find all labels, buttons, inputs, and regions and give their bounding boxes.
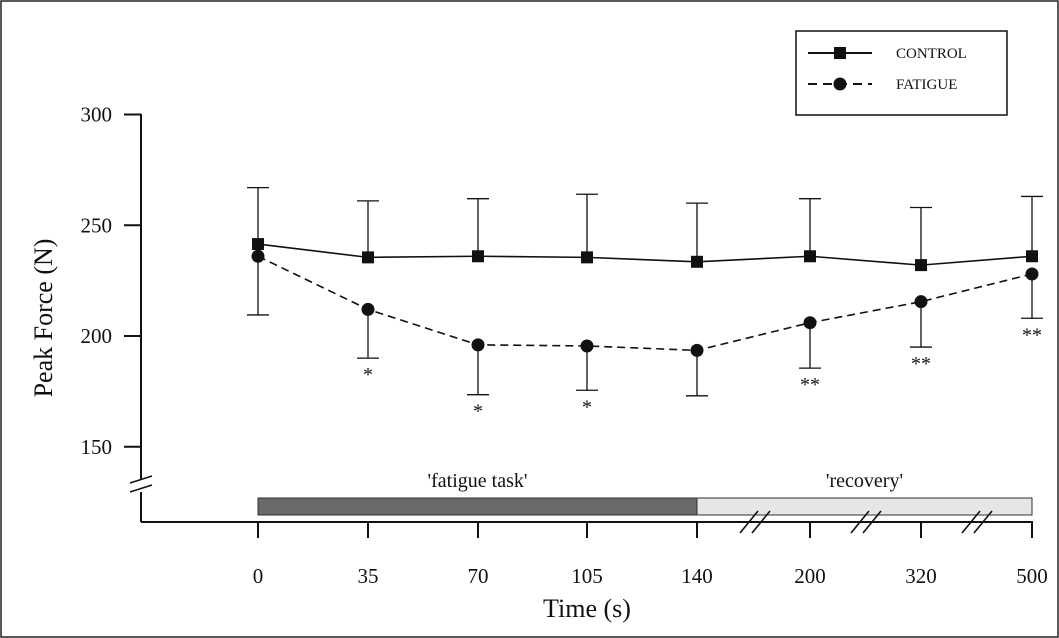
- y-tick-label: 300: [81, 103, 113, 127]
- x-axis-break-mark: [961, 510, 981, 534]
- x-tick-label: 140: [681, 564, 713, 588]
- y-ticks: 150 200 250 300: [81, 103, 141, 459]
- control-point: [581, 251, 593, 264]
- x-axis-title: Time (s): [543, 594, 631, 623]
- y-tick-label: 150: [81, 435, 113, 459]
- control-point: [915, 259, 927, 272]
- control-point: [362, 251, 374, 264]
- legend-fatigue-label: FATIGUE: [896, 77, 957, 93]
- control-point: [804, 250, 816, 263]
- x-tick-label: 35: [358, 564, 379, 588]
- legend-control-marker: [834, 47, 846, 59]
- x-axis-break-mark: [850, 510, 870, 534]
- phase-bar-fatigue-task: [257, 497, 698, 516]
- phase-label-fatigue-task: 'fatigue task': [428, 470, 528, 492]
- significance-mark: **: [911, 353, 931, 375]
- control-point: [1026, 250, 1038, 263]
- y-axis-break: [129, 475, 153, 493]
- x-tick-label: 105: [571, 564, 603, 588]
- fatigue-point: [471, 338, 485, 352]
- x-axis-break-mark: [862, 510, 882, 534]
- x-axis-breaks: [739, 510, 993, 534]
- y-axis-title: Peak Force (N): [29, 239, 58, 398]
- fatigue-point: [914, 295, 928, 309]
- significance-marks: ** *******: [363, 324, 1042, 422]
- legend-fatigue-marker: [833, 77, 847, 91]
- phase-bar-recovery: [696, 497, 1033, 516]
- significance-mark: *: [582, 396, 592, 418]
- y-tick-label: 250: [81, 213, 113, 237]
- x-axis-break-mark: [973, 510, 993, 534]
- significance-mark: *: [363, 364, 373, 386]
- fatigue-series-line: [257, 255, 1033, 352]
- x-axis-break-mark: [751, 510, 771, 534]
- x-tick-label: 500: [1016, 564, 1048, 588]
- x-tick-label: 200: [794, 564, 826, 588]
- fatigue-point: [251, 249, 265, 263]
- x-ticks: 0 35 70 105 140 200 320 500: [253, 522, 1048, 588]
- control-point: [472, 250, 484, 263]
- fatigue-point: [1025, 267, 1039, 281]
- control-point: [691, 255, 703, 268]
- error-bars: [247, 186, 1043, 397]
- significance-mark: **: [800, 374, 820, 396]
- legend: CONTROL FATIGUE: [795, 30, 1008, 116]
- series-lines: [257, 243, 1033, 352]
- significance-mark: *: [473, 401, 483, 423]
- y-tick-label: 200: [81, 324, 113, 348]
- phase-label-recovery: 'recovery': [826, 470, 903, 492]
- legend-control-label: CONTROL: [896, 46, 967, 62]
- fatigue-point: [580, 339, 594, 353]
- control-point: [252, 238, 264, 251]
- significance-mark: **: [1022, 324, 1042, 346]
- x-tick-label: 0: [253, 564, 264, 588]
- x-tick-label: 320: [905, 564, 937, 588]
- legend-box: [795, 30, 1008, 116]
- series-markers: [251, 238, 1039, 357]
- x-tick-label: 70: [468, 564, 489, 588]
- x-axis-break-mark: [739, 510, 759, 534]
- fatigue-point: [361, 302, 375, 316]
- fatigue-point: [690, 343, 704, 357]
- fatigue-point: [803, 316, 817, 330]
- control-series-line: [257, 243, 1033, 266]
